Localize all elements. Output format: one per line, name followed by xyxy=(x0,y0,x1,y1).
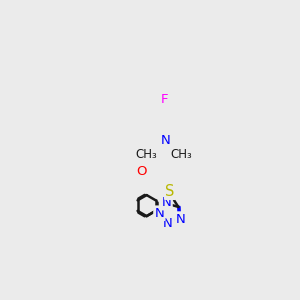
Text: N: N xyxy=(176,213,185,226)
Text: N: N xyxy=(162,196,171,209)
Text: O: O xyxy=(136,165,147,178)
Text: CH₃: CH₃ xyxy=(171,148,192,161)
Text: CH₃: CH₃ xyxy=(136,148,158,161)
Text: N: N xyxy=(154,207,164,220)
Text: N: N xyxy=(163,217,173,230)
Text: S: S xyxy=(165,184,175,199)
Text: F: F xyxy=(160,93,168,106)
Text: N: N xyxy=(160,134,170,147)
